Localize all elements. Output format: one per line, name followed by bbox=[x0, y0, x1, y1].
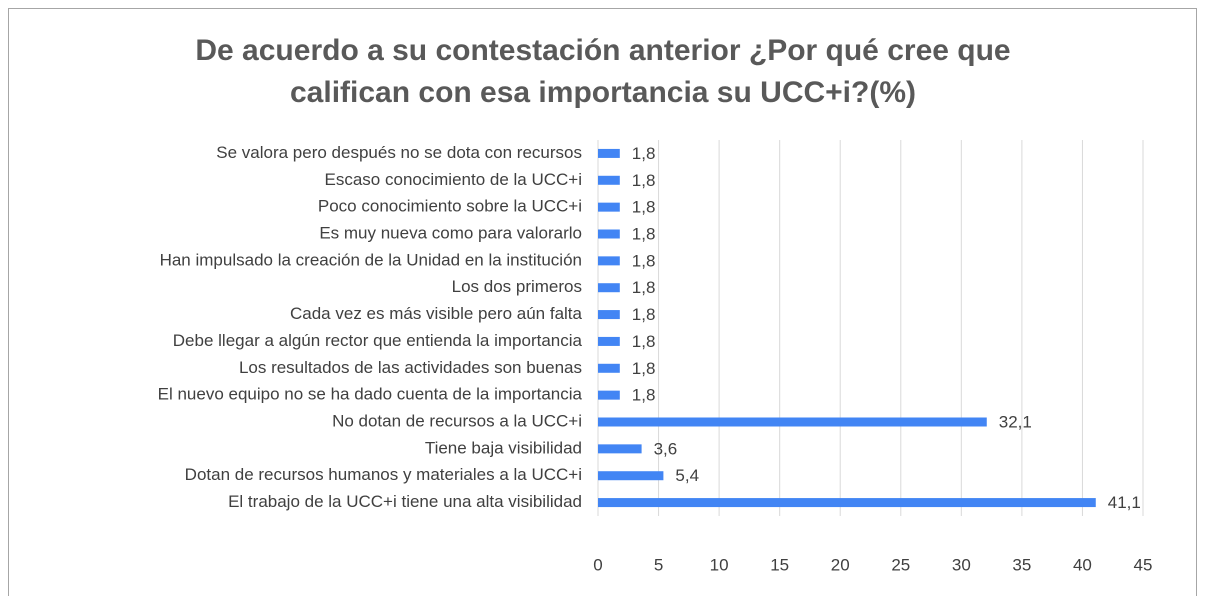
x-tick-label: 20 bbox=[831, 555, 850, 574]
value-label: 3,6 bbox=[654, 439, 678, 458]
bar bbox=[598, 283, 620, 293]
bar bbox=[598, 175, 620, 185]
value-label: 1,8 bbox=[632, 359, 656, 378]
y-tick-label: Debe llegar a algún rector que entienda … bbox=[173, 331, 583, 350]
value-label: 1,8 bbox=[632, 278, 656, 297]
y-tick-label: Es muy nueva como para valorarlo bbox=[319, 223, 582, 242]
bar bbox=[598, 363, 620, 373]
bar bbox=[598, 498, 1096, 508]
value-label: 5,4 bbox=[675, 466, 699, 485]
y-tick-label: Poco conocimiento sobre la UCC+i bbox=[318, 197, 582, 216]
value-label: 1,8 bbox=[632, 386, 656, 405]
bar bbox=[598, 202, 620, 212]
bar bbox=[598, 256, 620, 266]
y-tick-label: Dotan de recursos humanos y materiales a… bbox=[185, 465, 582, 484]
chart-border bbox=[8, 8, 1197, 596]
bar bbox=[598, 390, 620, 400]
x-tick-label: 0 bbox=[593, 555, 602, 574]
y-tick-label: Cada vez es más visible pero aún falta bbox=[290, 304, 583, 323]
bar bbox=[598, 444, 642, 454]
value-label: 1,8 bbox=[632, 332, 656, 351]
x-tick-label: 40 bbox=[1073, 555, 1092, 574]
x-tick-label: 15 bbox=[770, 555, 789, 574]
bar bbox=[598, 148, 620, 158]
y-tick-label: El trabajo de la UCC+i tiene una alta vi… bbox=[228, 492, 582, 511]
value-label: 1,8 bbox=[632, 251, 656, 270]
bar bbox=[598, 471, 664, 481]
x-tick-label: 30 bbox=[952, 555, 971, 574]
value-label: 41,1 bbox=[1108, 493, 1141, 512]
x-tick-label: 45 bbox=[1134, 555, 1153, 574]
y-tick-label: El nuevo equipo no se ha dado cuenta de … bbox=[158, 385, 583, 404]
x-tick-label: 10 bbox=[710, 555, 729, 574]
value-label: 1,8 bbox=[632, 224, 656, 243]
value-label: 1,8 bbox=[632, 144, 656, 163]
bar bbox=[598, 229, 620, 239]
x-tick-label: 5 bbox=[654, 555, 663, 574]
y-tick-label: Han impulsado la creación de la Unidad e… bbox=[160, 250, 582, 269]
bar bbox=[598, 336, 620, 346]
y-tick-label: Tiene baja visibilidad bbox=[425, 438, 582, 457]
y-tick-label: Los resultados de las actividades son bu… bbox=[239, 358, 582, 377]
bar bbox=[598, 310, 620, 320]
y-tick-label: Escaso conocimiento de la UCC+i bbox=[325, 170, 582, 189]
y-tick-label: Los dos primeros bbox=[452, 277, 582, 296]
y-tick-label: No dotan de recursos a la UCC+i bbox=[332, 411, 582, 430]
chart-title: De acuerdo a su contestación anterior ¿P… bbox=[195, 34, 1011, 109]
value-label: 32,1 bbox=[999, 412, 1032, 431]
value-label: 1,8 bbox=[632, 198, 656, 217]
value-label: 1,8 bbox=[632, 305, 656, 324]
y-tick-label: Se valora pero después no se dota con re… bbox=[216, 143, 582, 162]
x-tick-label: 35 bbox=[1012, 555, 1031, 574]
x-tick-label: 25 bbox=[891, 555, 910, 574]
bar bbox=[598, 417, 987, 427]
value-label: 1,8 bbox=[632, 171, 656, 190]
